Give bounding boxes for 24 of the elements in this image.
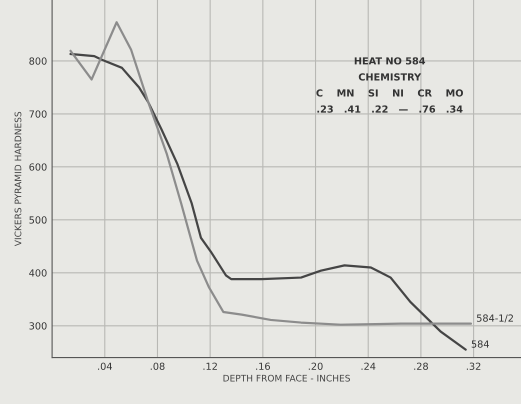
y-axis-title: VICKERS PYRAMID HARDNESS: [14, 112, 22, 246]
y-tick-label: 700: [29, 110, 47, 118]
line-series: [69, 21, 472, 326]
x-tick-label: .16: [256, 362, 270, 370]
annotation: C MN SI NI CR MO: [316, 89, 464, 97]
x-tick-label: .24: [362, 362, 376, 370]
series-label: 584: [472, 340, 489, 348]
y-tick-label: 500: [29, 216, 47, 224]
x-tick-label: .08: [150, 362, 165, 370]
y-tick-label: 800: [29, 57, 47, 65]
x-axis-title: DEPTH FROM FACE - INCHES: [224, 374, 350, 382]
y-tick-label: 400: [29, 269, 47, 277]
y-tick-label: 600: [29, 163, 47, 171]
annotation: CHEMISTRY: [358, 73, 422, 81]
x-tick-label: .20: [308, 362, 323, 370]
y-tick-label: 300: [29, 322, 47, 330]
x-tick-label: .28: [414, 362, 428, 370]
x-tick-label: .32: [466, 362, 480, 370]
annotation: HEAT NO 584: [354, 57, 426, 65]
line-series: [69, 52, 467, 351]
x-tick-label: .04: [98, 362, 112, 370]
x-tick-label: .12: [203, 362, 217, 370]
series-label: 584-1/2: [476, 314, 513, 323]
annotation: .23 .41 .22 — .76 .34: [317, 105, 463, 113]
